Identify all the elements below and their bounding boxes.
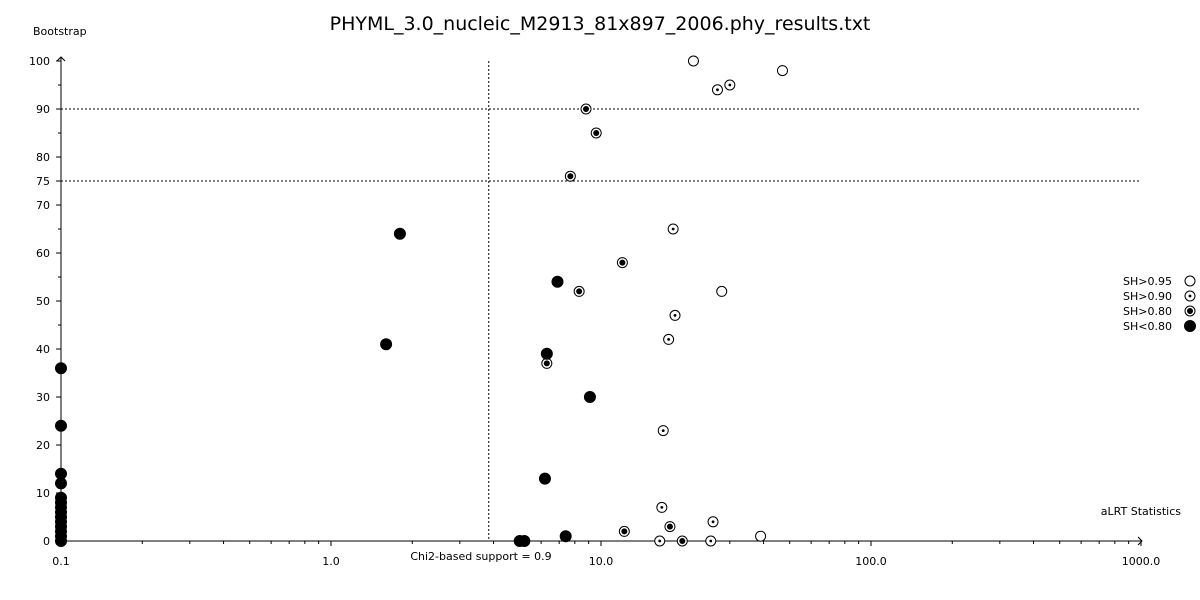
- data-point: [583, 391, 596, 403]
- data-point: [573, 285, 585, 297]
- data-point: [55, 419, 67, 432]
- data-points: [55, 55, 788, 547]
- chi2-support-label: Chi2-based support = 0.9: [410, 550, 551, 563]
- data-point: [755, 530, 767, 542]
- legend-label: SH>0.95: [1123, 275, 1172, 288]
- data-point: [663, 333, 675, 345]
- legend-marker: [1184, 320, 1196, 332]
- y-tick-label: 40: [36, 343, 50, 356]
- y-tick-label: 60: [36, 247, 50, 260]
- x-tick-label: 1.0: [322, 555, 340, 568]
- y-tick-label: 90: [36, 103, 50, 116]
- reference-lines: [61, 61, 1141, 541]
- data-point: [541, 357, 553, 369]
- data-point: [590, 127, 602, 139]
- x-tick-label: 1000.0: [1122, 555, 1161, 568]
- data-point: [776, 65, 788, 77]
- y-tick-label: 10: [36, 487, 50, 500]
- data-point: [55, 362, 67, 375]
- y-axis-label: Bootstrap: [33, 25, 87, 38]
- x-axis-arrow: [1137, 536, 1143, 546]
- data-point: [551, 275, 564, 288]
- axis-ticks: 0.1 1.0 10.0 100.0 1000.0 0 10 20 30 40 50 60 70 75 80…: [29, 55, 1160, 568]
- data-point: [705, 535, 717, 547]
- y-tick-label: 50: [36, 295, 50, 308]
- data-point: [380, 338, 393, 351]
- data-point: [618, 525, 630, 537]
- data-point: [559, 530, 572, 543]
- y-tick-label: 75: [36, 175, 50, 188]
- data-point: [393, 227, 406, 240]
- legend-label: SH<0.80: [1123, 320, 1172, 333]
- legend-label: SH>0.80: [1123, 305, 1172, 318]
- y-tick-label: 20: [36, 439, 50, 452]
- data-point: [724, 79, 736, 91]
- data-point: [716, 285, 728, 297]
- legend-label: SH>0.90: [1123, 290, 1172, 303]
- data-point: [711, 84, 723, 96]
- data-point: [616, 257, 628, 269]
- data-point: [656, 501, 668, 513]
- x-tick-label: 100.0: [855, 555, 887, 568]
- data-point: [538, 472, 551, 485]
- x-tick-label: 10.0: [589, 555, 614, 568]
- data-point: [580, 103, 592, 115]
- legend: SH>0.95 SH>0.90 SH>0.80 SH<0.80: [1123, 275, 1196, 333]
- data-point: [657, 425, 669, 437]
- data-point: [518, 535, 531, 547]
- data-point: [707, 516, 719, 528]
- legend-marker: [1184, 275, 1196, 287]
- data-point: [667, 223, 679, 235]
- x-axis-label: aLRT Statistics: [1101, 505, 1181, 518]
- data-point: [654, 535, 666, 547]
- data-point: [564, 170, 576, 182]
- legend-marker: [1184, 305, 1196, 317]
- y-tick-label: 100: [29, 55, 50, 68]
- y-tick-label: 0: [43, 535, 50, 548]
- data-point: [55, 477, 67, 490]
- x-tick-label: 0.1: [52, 555, 70, 568]
- data-point: [55, 535, 67, 547]
- chart-title: PHYML_3.0_nucleic_M2913_81x897_2006.phy_…: [330, 13, 871, 35]
- data-point: [540, 347, 553, 360]
- y-tick-label: 70: [36, 199, 50, 212]
- y-tick-label: 80: [36, 151, 50, 164]
- data-point: [664, 521, 676, 533]
- y-tick-label: 30: [36, 391, 50, 404]
- legend-marker: [1184, 290, 1196, 302]
- y-axis-arrow: [56, 56, 66, 62]
- data-point: [676, 535, 688, 547]
- data-point: [669, 309, 681, 321]
- data-point: [687, 55, 699, 67]
